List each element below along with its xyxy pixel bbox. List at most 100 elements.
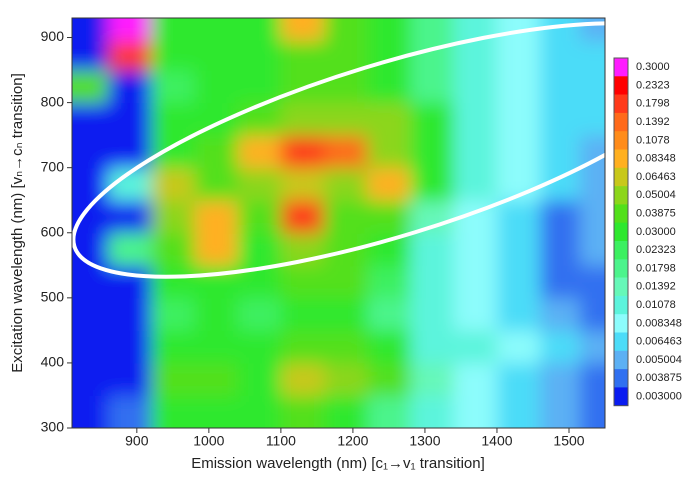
heat-cell [280,135,325,169]
heat-cell [496,330,541,364]
heat-cell [579,330,605,364]
heat-cell [280,200,325,234]
colorbar-swatch [614,332,628,352]
heat-cell [453,102,498,136]
colorbar-swatch [614,149,628,169]
heat-cell [237,297,282,331]
heat-cell [540,18,581,42]
heat-cell [367,330,412,364]
heat-cell [367,135,412,169]
highlight-ellipse [72,21,605,279]
heat-cell [151,297,195,331]
heat-cell [410,265,455,299]
heat-cell [72,70,109,104]
heat-cell [151,18,195,42]
heat-cell [151,395,195,428]
heat-cell [237,200,282,234]
heat-cell [280,395,325,428]
heat-cell [151,265,195,299]
y-tick-label: 900 [41,28,65,44]
heat-cell [453,40,498,71]
colorbar-label: 0.003875 [636,372,682,384]
heat-cell [367,297,412,331]
heat-cell [579,102,605,136]
heat-cell [324,330,368,364]
heat-cell [453,167,498,201]
y-tick-label: 700 [41,158,65,174]
colorbar: 0.3000 0.2323 0.1798 0.1392 0.1078 0.08348 0.0… [613,57,682,407]
heat-cell [280,18,325,42]
heat-cell [324,102,368,136]
heat-cell [367,395,412,428]
x-tick-label: 1500 [553,433,584,449]
colorbar-label: 0.006463 [636,336,682,348]
heat-cell [410,395,455,428]
heat-cell [579,18,605,42]
heat-cell [72,297,109,331]
heat-cell [324,395,368,428]
heat-cell [367,18,412,42]
heat-cell [410,102,455,136]
heat-cell [237,362,282,396]
heat-cell [579,297,605,331]
heat-cell [194,395,239,428]
colorbar-label: 0.1798 [636,98,670,110]
colorbar-swatch [614,204,628,223]
colorbar-label: 0.03000 [636,226,676,238]
colorbar-swatch [614,94,628,114]
heat-cell [194,167,239,201]
heat-cell [540,330,581,364]
heat-cell [151,362,195,396]
heat-cell [237,330,282,364]
heat-cell [237,395,282,428]
colorbar-frame [613,57,629,407]
heat-cell [72,395,109,428]
x-tick-label: 900 [125,433,149,449]
heat-cell [410,18,455,42]
heat-cell [496,297,541,331]
heat-cell [194,70,239,104]
colorbar-swatch [614,387,628,406]
heat-cell [237,102,282,136]
heat-cell [453,265,498,299]
heat-cell [367,102,412,136]
heat-cell [108,102,152,136]
colorbar-label: 0.1392 [636,116,670,128]
heat-cell [410,232,455,266]
heat-cell [151,70,195,104]
heat-cell [194,200,239,234]
heat-cell [324,18,368,42]
heat-cell [280,167,325,201]
x-tick-label: 1400 [481,433,512,449]
heat-cell [453,330,498,364]
heat-cell [237,232,282,266]
x-tick-label: 1100 [266,433,296,449]
colorbar-label: 0.01392 [636,281,676,293]
heat-cell [496,70,541,104]
colorbar-swatch [614,58,628,77]
heat-cell [108,40,152,71]
colorbar-label: 0.05004 [636,189,676,201]
colorbar-label: 0.08348 [636,153,676,165]
heat-cell [108,200,152,234]
plot-area [72,18,605,428]
heat-cell [151,200,195,234]
colorbar-label: 0.1078 [636,134,670,146]
heat-cell [237,40,282,71]
heat-cell [540,40,581,71]
heat-cell [72,135,109,169]
heat-cell [151,167,195,201]
heat-cell [540,70,581,104]
colorbar-swatch [614,186,628,205]
heat-cell [194,135,239,169]
heat-cell [72,232,109,266]
heat-cell [108,362,152,396]
heat-cell [324,40,368,71]
heat-cell [367,167,412,201]
heat-cell [367,200,412,234]
heat-cell [280,330,325,364]
colorbar-swatch [614,277,628,297]
heat-cell [280,265,325,299]
colorbar-swatch [614,131,628,150]
x-tick-label: 1000 [193,433,224,449]
